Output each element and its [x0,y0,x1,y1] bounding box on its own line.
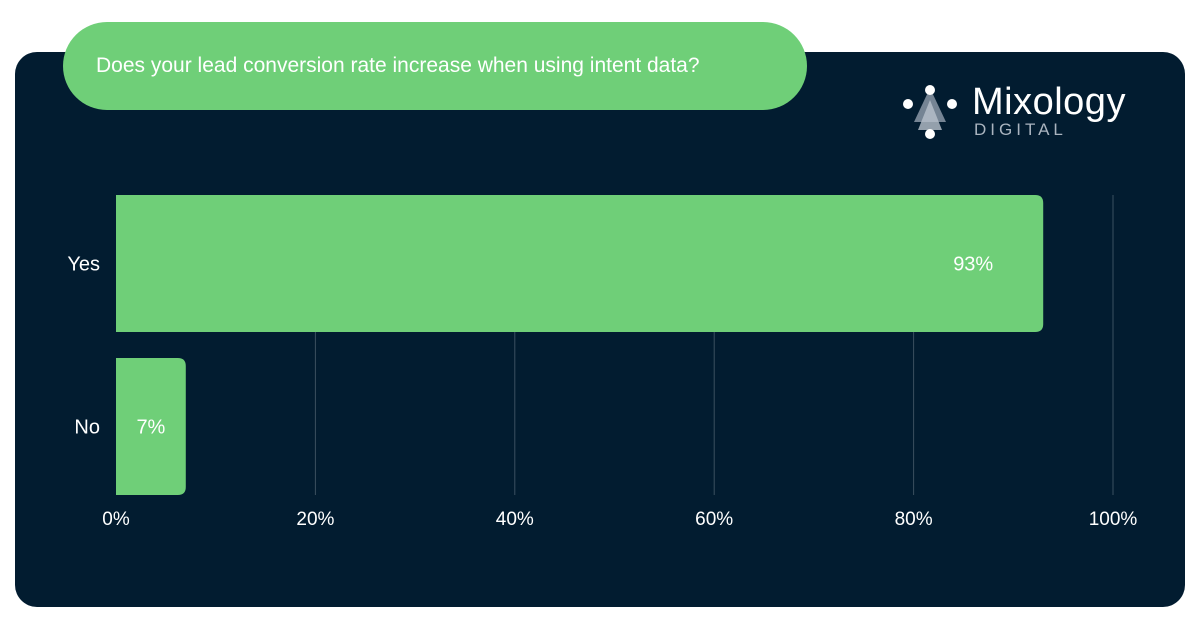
chart-title: Does your lead conversion rate increase … [63,22,807,110]
x-tick-label: 0% [102,509,130,530]
x-tick-label: 40% [496,509,534,530]
bar [116,358,186,495]
data-label: 93% [953,254,993,276]
x-tick-label: 100% [1089,509,1138,530]
logo-subtitle: DIGITAL [974,120,1067,139]
x-tick-label: 80% [895,509,933,530]
category-label: Yes [67,254,100,276]
logo: Mixology DIGITAL [902,80,1152,142]
data-label: 7% [136,417,165,439]
bar [116,195,1044,332]
logo-name: Mixology [972,81,1126,123]
x-tick-label: 20% [296,509,334,530]
x-tick-label: 60% [695,509,733,530]
category-label: No [74,417,100,439]
mixology-logo-icon [903,85,957,139]
